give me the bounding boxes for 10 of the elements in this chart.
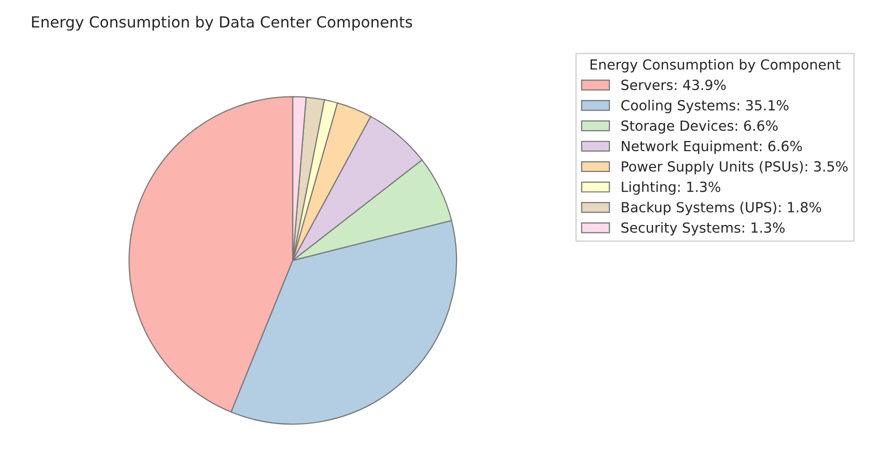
legend-label: Power Supply Units (PSUs): 3.5% (622, 160, 848, 174)
legend-label: Servers: 43.9% (621, 80, 726, 90)
legend-label: Security Systems: 1.3% (621, 222, 785, 236)
legend-label: Storage Devices: 6.6% (621, 120, 778, 134)
legend-label: Backup Systems (UPS): 1.8% (622, 202, 822, 216)
legend-label: Lighting: 1.3% (622, 181, 720, 195)
legend-label: Cooling Systems: 35.1% (621, 100, 788, 114)
legend-title: Energy Consumption by Component (590, 59, 840, 72)
legend-label: Network Equipment: 6.6% (622, 140, 802, 154)
chart-title: Energy Consumption by Data Center Components (32, 16, 412, 31)
